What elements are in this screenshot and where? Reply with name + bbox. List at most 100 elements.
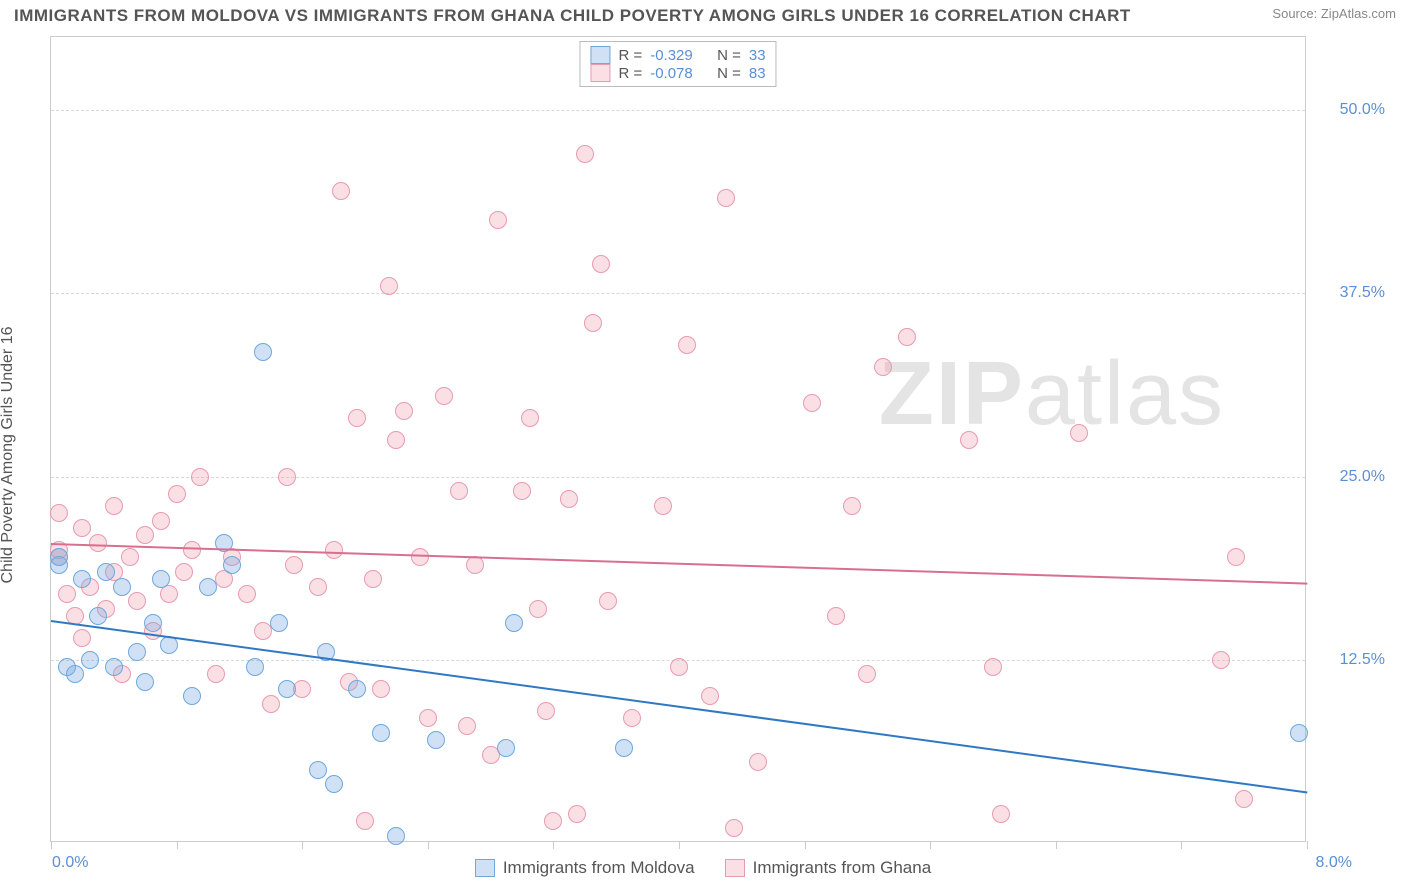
scatter-point-ghana bbox=[513, 482, 531, 500]
scatter-point-moldova bbox=[427, 731, 445, 749]
scatter-point-ghana bbox=[293, 680, 311, 698]
scatter-point-ghana bbox=[325, 541, 343, 559]
scatter-point-ghana bbox=[411, 548, 429, 566]
scatter-point-ghana bbox=[191, 468, 209, 486]
scatter-point-moldova bbox=[387, 827, 405, 845]
watermark: ZIPatlas bbox=[879, 343, 1225, 446]
scatter-point-moldova bbox=[348, 680, 366, 698]
scatter-point-ghana bbox=[458, 717, 476, 735]
legend-stat-row: R =-0.078 N =83 bbox=[590, 64, 765, 82]
scatter-point-ghana bbox=[599, 592, 617, 610]
scatter-point-ghana bbox=[121, 548, 139, 566]
scatter-point-ghana bbox=[1227, 548, 1245, 566]
y-axis-label: Child Poverty Among Girls Under 16 bbox=[0, 327, 17, 584]
scatter-point-moldova bbox=[254, 343, 272, 361]
legend-item: Immigrants from Moldova bbox=[475, 858, 695, 878]
source-label: Source: bbox=[1272, 6, 1317, 21]
scatter-point-ghana bbox=[568, 805, 586, 823]
scatter-point-ghana bbox=[1235, 790, 1253, 808]
scatter-point-ghana bbox=[89, 534, 107, 552]
scatter-point-moldova bbox=[136, 673, 154, 691]
scatter-point-ghana bbox=[435, 387, 453, 405]
watermark-atlas: atlas bbox=[1025, 344, 1225, 444]
legend-label: Immigrants from Moldova bbox=[503, 858, 695, 878]
x-tick bbox=[1307, 841, 1308, 849]
scatter-point-ghana bbox=[898, 328, 916, 346]
scatter-point-moldova bbox=[270, 614, 288, 632]
scatter-point-ghana bbox=[843, 497, 861, 515]
scatter-point-ghana bbox=[332, 182, 350, 200]
scatter-point-moldova bbox=[73, 570, 91, 588]
scatter-point-moldova bbox=[278, 680, 296, 698]
x-tick bbox=[51, 841, 52, 849]
scatter-point-ghana bbox=[419, 709, 437, 727]
x-tick bbox=[428, 841, 429, 849]
scatter-point-ghana bbox=[592, 255, 610, 273]
scatter-point-ghana bbox=[701, 687, 719, 705]
scatter-point-ghana bbox=[105, 497, 123, 515]
scatter-point-moldova bbox=[113, 578, 131, 596]
x-tick bbox=[302, 841, 303, 849]
scatter-point-ghana bbox=[380, 277, 398, 295]
x-tick bbox=[1056, 841, 1057, 849]
scatter-point-ghana bbox=[73, 629, 91, 647]
scatter-point-ghana bbox=[654, 497, 672, 515]
scatter-point-ghana bbox=[309, 578, 327, 596]
scatter-point-ghana bbox=[175, 563, 193, 581]
legend-stats: R =-0.329 N =33R =-0.078 N =83 bbox=[579, 41, 776, 87]
y-tick-label: 50.0% bbox=[1315, 101, 1385, 119]
scatter-point-ghana bbox=[1212, 651, 1230, 669]
scatter-point-moldova bbox=[50, 556, 68, 574]
gridline bbox=[51, 477, 1305, 478]
chart-title: IMMIGRANTS FROM MOLDOVA VS IMMIGRANTS FR… bbox=[14, 6, 1131, 26]
y-tick-label: 25.0% bbox=[1315, 468, 1385, 486]
x-tick bbox=[679, 841, 680, 849]
scatter-point-moldova bbox=[309, 761, 327, 779]
scatter-point-moldova bbox=[144, 614, 162, 632]
scatter-point-ghana bbox=[992, 805, 1010, 823]
y-tick-label: 37.5% bbox=[1315, 284, 1385, 302]
scatter-point-ghana bbox=[356, 812, 374, 830]
scatter-point-ghana bbox=[623, 709, 641, 727]
scatter-point-ghana bbox=[803, 394, 821, 412]
scatter-point-moldova bbox=[128, 643, 146, 661]
scatter-point-ghana bbox=[874, 358, 892, 376]
scatter-point-ghana bbox=[183, 541, 201, 559]
x-tick bbox=[177, 841, 178, 849]
legend-stat-row: R =-0.329 N =33 bbox=[590, 46, 765, 64]
scatter-point-ghana bbox=[207, 665, 225, 683]
scatter-point-moldova bbox=[105, 658, 123, 676]
scatter-point-moldova bbox=[497, 739, 515, 757]
scatter-point-ghana bbox=[168, 485, 186, 503]
legend-swatch bbox=[590, 46, 610, 64]
scatter-point-ghana bbox=[395, 402, 413, 420]
scatter-point-ghana bbox=[537, 702, 555, 720]
scatter-point-ghana bbox=[1070, 424, 1088, 442]
legend-swatch bbox=[475, 859, 495, 877]
scatter-point-ghana bbox=[984, 658, 1002, 676]
scatter-point-ghana bbox=[278, 468, 296, 486]
scatter-point-ghana bbox=[136, 526, 154, 544]
source-name: ZipAtlas.com bbox=[1321, 6, 1396, 21]
scatter-point-moldova bbox=[89, 607, 107, 625]
legend-swatch bbox=[590, 64, 610, 82]
scatter-point-ghana bbox=[717, 189, 735, 207]
scatter-point-moldova bbox=[372, 724, 390, 742]
scatter-point-moldova bbox=[66, 665, 84, 683]
scatter-point-ghana bbox=[262, 695, 280, 713]
scatter-point-ghana bbox=[489, 211, 507, 229]
watermark-zip: ZIP bbox=[879, 344, 1025, 444]
legend-label: Immigrants from Ghana bbox=[753, 858, 932, 878]
scatter-point-ghana bbox=[827, 607, 845, 625]
x-tick bbox=[553, 841, 554, 849]
scatter-point-ghana bbox=[73, 519, 91, 537]
scatter-point-moldova bbox=[199, 578, 217, 596]
scatter-point-moldova bbox=[223, 556, 241, 574]
scatter-point-ghana bbox=[152, 512, 170, 530]
scatter-point-ghana bbox=[285, 556, 303, 574]
scatter-point-ghana bbox=[50, 504, 68, 522]
scatter-point-moldova bbox=[615, 739, 633, 757]
scatter-point-moldova bbox=[1290, 724, 1308, 742]
scatter-point-ghana bbox=[529, 600, 547, 618]
scatter-point-ghana bbox=[348, 409, 366, 427]
